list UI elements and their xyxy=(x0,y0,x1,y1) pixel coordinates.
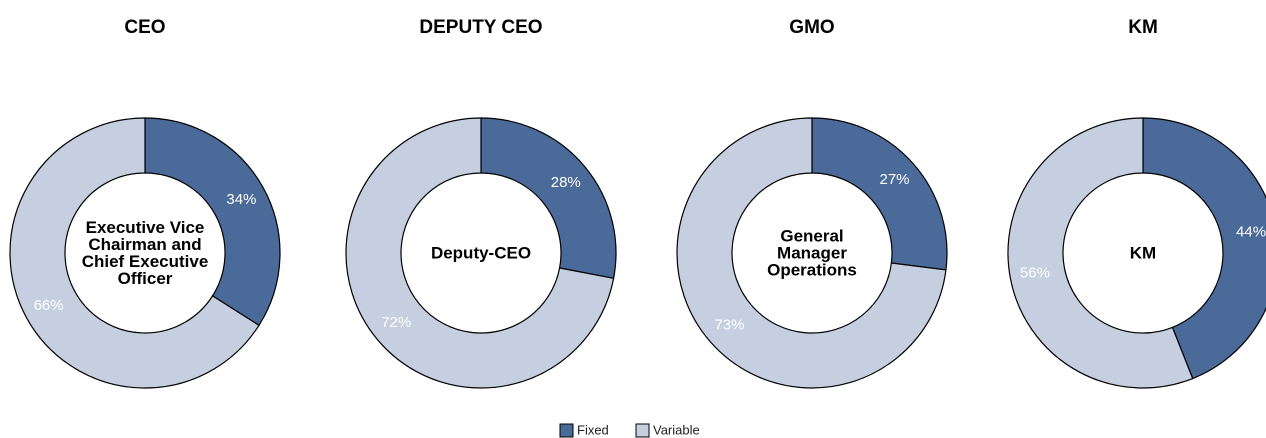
legend-label: Fixed xyxy=(577,422,609,437)
center-label: General Manager Operations xyxy=(767,226,857,280)
legend-swatch xyxy=(559,423,574,438)
legend-label: Variable xyxy=(653,422,700,437)
donut-segment xyxy=(1007,117,1194,389)
donut-segment xyxy=(676,117,947,389)
value-label: 27% xyxy=(879,171,909,188)
donut-segment xyxy=(9,117,260,389)
chart-title: GMO xyxy=(789,17,834,38)
donut-segment xyxy=(1142,117,1266,380)
donut-segment xyxy=(144,117,281,327)
center-label: KM xyxy=(1129,243,1157,263)
center-label: Executive Vice Chairman and Chief Execut… xyxy=(81,218,209,288)
value-label: 73% xyxy=(714,317,744,334)
value-label: 28% xyxy=(551,174,581,191)
legend-swatch xyxy=(635,423,650,438)
chart-title: KM xyxy=(1128,17,1158,38)
value-label: 44% xyxy=(1236,223,1266,240)
value-label: 34% xyxy=(226,191,256,208)
value-label: 66% xyxy=(34,297,64,314)
chart-title: CEO xyxy=(124,17,165,38)
value-label: 56% xyxy=(1020,265,1050,282)
center-label: Deputy-CEO xyxy=(430,243,532,263)
donut-segment xyxy=(811,117,948,271)
value-label: 72% xyxy=(381,314,411,331)
donut-segment xyxy=(480,117,617,279)
donut-segment xyxy=(345,117,615,389)
chart-title: DEPUTY CEO xyxy=(419,17,542,38)
